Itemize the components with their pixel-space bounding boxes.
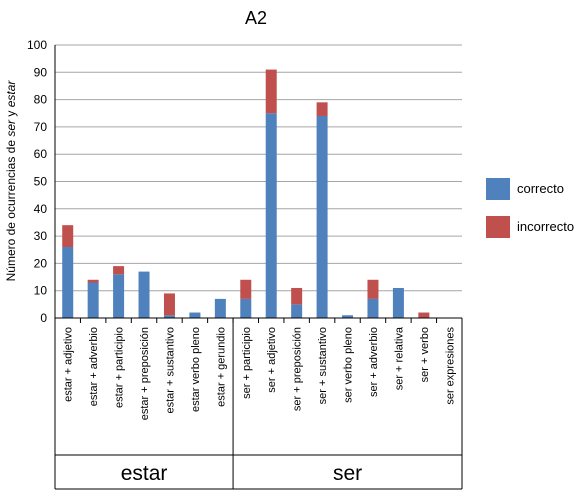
bar-incorrecto [163, 293, 175, 316]
bar-correcto [113, 274, 125, 318]
bar-correcto [214, 298, 226, 318]
group-label: ser [333, 462, 362, 485]
category-label: ser expresiones [444, 327, 456, 405]
legend-label-correcto: correcto [517, 181, 564, 196]
y-axis-label-estar: estar [4, 80, 18, 108]
axes: 0 10 20 30 40 50 60 70 80 90 100 [27, 38, 463, 490]
bar-incorrecto [265, 69, 277, 114]
bar-incorrecto [62, 225, 74, 248]
y-tick-label: 10 [34, 284, 48, 298]
category-label: ser + sustantivo [317, 327, 329, 404]
y-tick-label: 20 [34, 256, 48, 270]
bar-correcto [316, 115, 328, 318]
category-label: estar + participio [114, 327, 126, 408]
category-label: ser + verbo [419, 327, 431, 382]
legend-swatch-incorrecto [486, 216, 510, 238]
category-label: estar + sustantivo [164, 327, 176, 414]
legend-swatch-correcto [486, 178, 510, 200]
category-label: estar + preposición [139, 327, 151, 420]
y-axis-label: Número de ocurrencias de ser y estar [4, 80, 18, 282]
bar-incorrecto [316, 102, 328, 116]
legend: correcto incorrecto [486, 178, 574, 238]
bar-correcto [392, 287, 404, 318]
bar-incorrecto [418, 312, 430, 318]
y-tick-label: 90 [34, 65, 48, 79]
bar-incorrecto [291, 287, 303, 305]
bar-incorrecto [367, 279, 379, 299]
bar-correcto [265, 113, 277, 318]
y-axis-label-mid: y [4, 107, 18, 120]
category-label: ser + relativa [393, 326, 405, 390]
bar-correcto [138, 271, 150, 318]
category-label: estar + adjetivo [63, 327, 75, 402]
bar-incorrecto [113, 266, 125, 275]
bar-incorrecto [87, 279, 99, 283]
y-tick-label: 40 [34, 202, 48, 216]
bar-correcto [240, 298, 252, 318]
y-axis-label-prefix: Número de ocurrencias de [4, 137, 18, 282]
y-tick-label: 70 [34, 120, 48, 134]
bar-correcto [189, 312, 201, 318]
category-label: estar verbo pleno [190, 327, 202, 412]
chart-title: A2 [245, 8, 267, 28]
gridlines [55, 44, 462, 292]
bar-correcto [291, 304, 303, 318]
bar-correcto [342, 315, 354, 318]
bar-correcto [163, 315, 175, 318]
y-axis-label-ser: ser [4, 119, 18, 137]
labels: A2 Número de ocurrencias de ser y estar … [4, 8, 456, 485]
y-tick-label: 100 [27, 38, 47, 52]
bar-incorrecto [240, 279, 252, 299]
y-tick-label: 80 [34, 93, 48, 107]
legend-label-incorrecto: incorrecto [517, 219, 574, 234]
category-label: ser + adjetivo [266, 327, 278, 393]
bar-correcto [87, 282, 99, 318]
category-label: estar + adverbio [88, 327, 100, 406]
category-label: estar + gerundio [215, 327, 227, 407]
category-label: ser verbo pleno [343, 327, 355, 403]
group-label: estar [121, 462, 168, 485]
category-label: ser + adverbio [368, 327, 380, 397]
y-tick-label: 60 [34, 147, 48, 161]
bars [62, 69, 430, 318]
y-tick-label: 0 [40, 311, 47, 325]
category-label: ser + preposición [292, 327, 304, 411]
bar-correcto [62, 247, 74, 318]
y-tick-label: 50 [34, 175, 48, 189]
category-label: ser + participio [241, 327, 253, 399]
bar-correcto [367, 298, 379, 318]
y-tick-label: 30 [34, 229, 48, 243]
